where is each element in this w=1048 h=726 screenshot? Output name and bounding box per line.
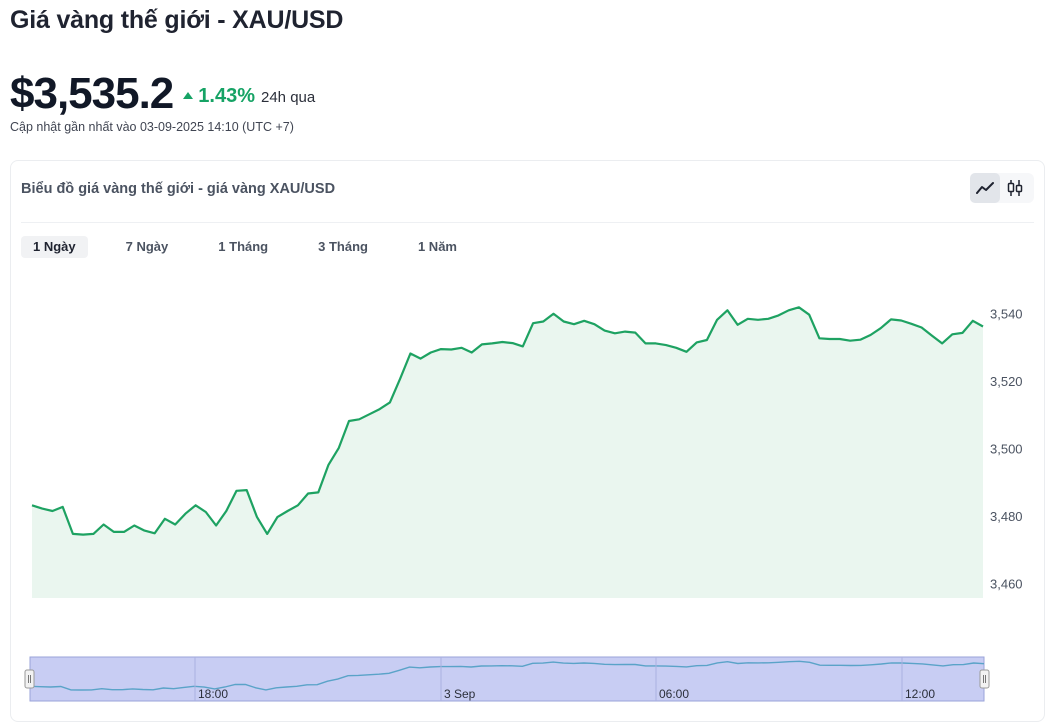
chart-mode-toggle bbox=[970, 173, 1034, 203]
candlestick-icon bbox=[1007, 180, 1023, 196]
arrow-up-icon bbox=[183, 91, 194, 99]
page-title: Giá vàng thế giới - XAU/USD bbox=[10, 6, 344, 34]
time-range-tabs: 1 Ngày 7 Ngày 1 Tháng 3 Tháng 1 Năm bbox=[21, 236, 495, 258]
range-tab-7-days[interactable]: 7 Ngày bbox=[125, 239, 169, 254]
range-tab-1-month[interactable]: 1 Tháng bbox=[218, 239, 269, 254]
range-tab-1-day[interactable]: 1 Ngày bbox=[21, 236, 88, 258]
line-chart-icon bbox=[976, 182, 994, 194]
change-period: 24h qua bbox=[261, 88, 316, 106]
range-tab-1-year[interactable]: 1 Năm bbox=[417, 239, 457, 254]
change-percent: 1.43% bbox=[198, 84, 255, 107]
price-row: $3,535.2 1.43% 24h qua bbox=[10, 68, 315, 120]
last-updated: Cập nhật gần nhất vào 03-09-2025 14:10 (… bbox=[10, 120, 294, 134]
chart-card: Biểu đồ giá vàng thế giới - giá vàng XAU… bbox=[10, 160, 1045, 722]
candlestick-button[interactable] bbox=[1000, 173, 1030, 203]
line-chart-button[interactable] bbox=[970, 173, 1000, 203]
card-divider bbox=[21, 222, 1034, 223]
range-tab-3-months[interactable]: 3 Tháng bbox=[318, 239, 368, 254]
current-price: $3,535.2 bbox=[10, 69, 174, 118]
chart-title: Biểu đồ giá vàng thế giới - giá vàng XAU… bbox=[21, 181, 336, 197]
price-change: 1.43% 24h qua bbox=[183, 85, 315, 108]
